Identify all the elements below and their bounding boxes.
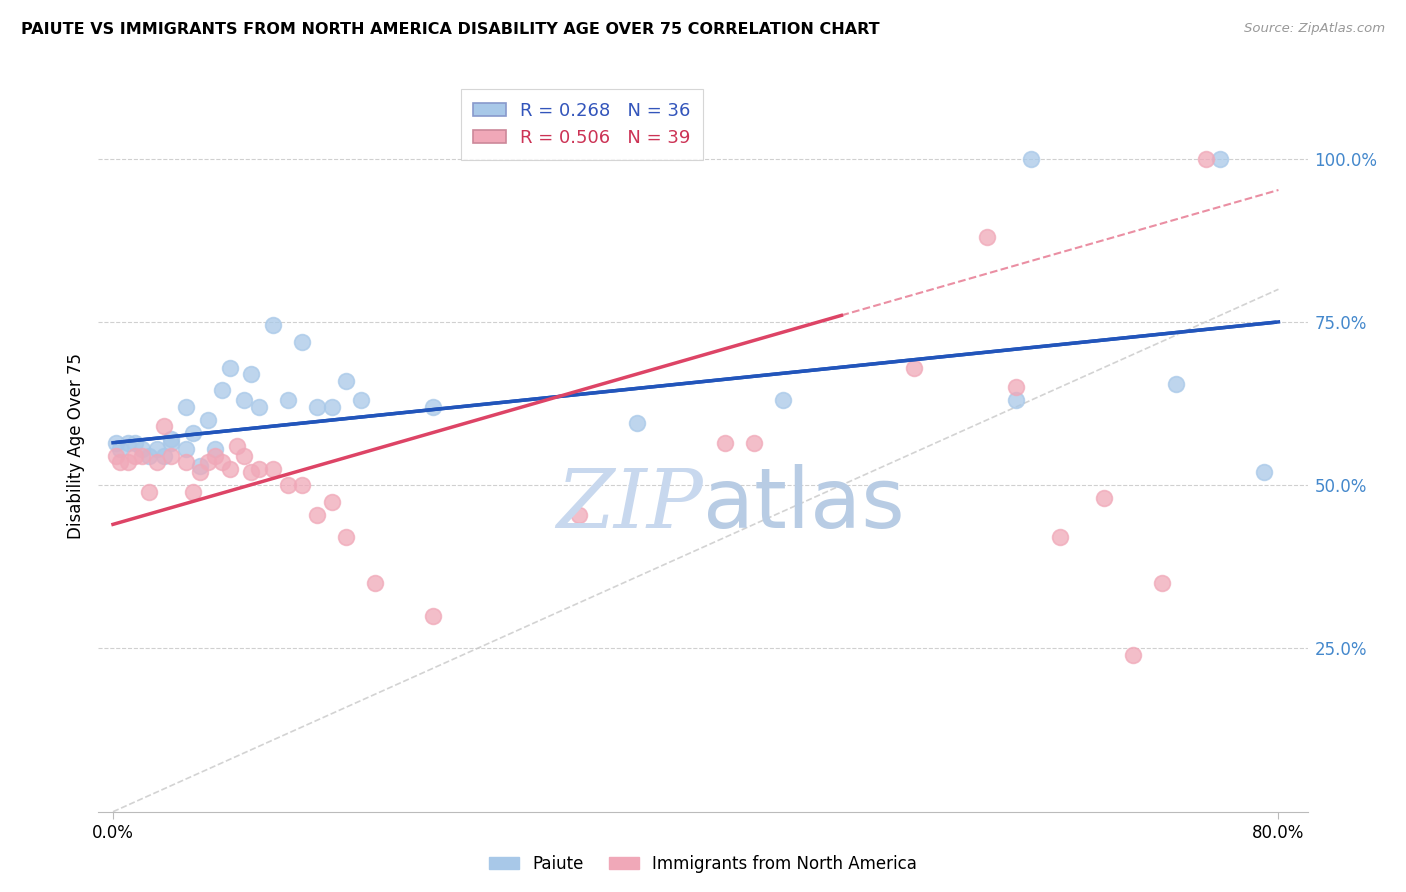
Point: [568, 508, 591, 522]
Text: atlas: atlas: [703, 464, 904, 545]
Point: [903, 360, 925, 375]
Point: [145, 442, 167, 457]
Point: [211, 384, 233, 398]
Point: [117, 455, 139, 469]
Point: [335, 374, 357, 388]
Point: [291, 334, 314, 349]
Point: [145, 455, 167, 469]
Point: [1166, 376, 1188, 391]
Point: [247, 462, 270, 476]
Point: [153, 449, 176, 463]
Point: [104, 449, 127, 463]
Point: [1049, 530, 1071, 544]
Point: [174, 442, 197, 457]
Point: [976, 230, 998, 244]
Point: [291, 478, 314, 492]
Point: [1253, 465, 1275, 479]
Point: [321, 494, 343, 508]
Point: [153, 419, 176, 434]
Point: [305, 508, 328, 522]
Point: [138, 484, 160, 499]
Point: [240, 367, 263, 381]
Point: [772, 393, 794, 408]
Point: [742, 435, 765, 450]
Point: [211, 455, 233, 469]
Point: [364, 576, 387, 591]
Point: [174, 455, 197, 469]
Point: [240, 465, 263, 479]
Point: [197, 413, 219, 427]
Point: [138, 449, 160, 463]
Point: [160, 433, 183, 447]
Point: [1092, 491, 1115, 506]
Point: [1209, 152, 1232, 166]
Point: [1122, 648, 1144, 662]
Point: [233, 449, 256, 463]
Point: [350, 393, 373, 408]
Point: [190, 458, 212, 473]
Point: [190, 465, 212, 479]
Point: [160, 435, 183, 450]
Point: [110, 442, 132, 457]
Point: [247, 400, 270, 414]
Point: [626, 416, 648, 430]
Text: ZIP: ZIP: [557, 465, 703, 544]
Point: [262, 462, 284, 476]
Point: [131, 442, 153, 457]
Point: [262, 318, 284, 333]
Point: [160, 449, 183, 463]
Point: [305, 400, 328, 414]
Point: [110, 455, 132, 469]
Point: [1005, 393, 1028, 408]
Point: [124, 449, 146, 463]
Point: [174, 400, 197, 414]
Point: [131, 449, 153, 463]
Point: [197, 455, 219, 469]
Legend: Paiute, Immigrants from North America: Paiute, Immigrants from North America: [482, 848, 924, 880]
Point: [277, 478, 299, 492]
Point: [218, 462, 240, 476]
Point: [233, 393, 256, 408]
Point: [335, 530, 357, 544]
Point: [225, 439, 247, 453]
Point: [181, 425, 204, 440]
Text: PAIUTE VS IMMIGRANTS FROM NORTH AMERICA DISABILITY AGE OVER 75 CORRELATION CHART: PAIUTE VS IMMIGRANTS FROM NORTH AMERICA …: [21, 22, 880, 37]
Point: [277, 393, 299, 408]
Point: [204, 442, 226, 457]
Text: Source: ZipAtlas.com: Source: ZipAtlas.com: [1244, 22, 1385, 36]
Point: [422, 400, 444, 414]
Legend: R = 0.268   N = 36, R = 0.506   N = 39: R = 0.268 N = 36, R = 0.506 N = 39: [461, 89, 703, 160]
Point: [321, 400, 343, 414]
Point: [104, 435, 127, 450]
Point: [1005, 380, 1028, 394]
Y-axis label: Disability Age Over 75: Disability Age Over 75: [66, 353, 84, 539]
Point: [218, 360, 240, 375]
Point: [422, 608, 444, 623]
Point: [124, 435, 146, 450]
Point: [714, 435, 737, 450]
Point: [1019, 152, 1042, 166]
Point: [1194, 152, 1216, 166]
Point: [117, 435, 139, 450]
Point: [181, 484, 204, 499]
Point: [1150, 576, 1173, 591]
Point: [204, 449, 226, 463]
